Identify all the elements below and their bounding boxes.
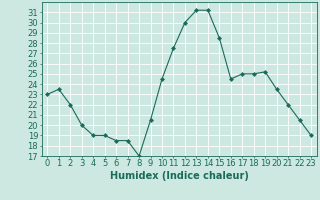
X-axis label: Humidex (Indice chaleur): Humidex (Indice chaleur) — [110, 171, 249, 181]
